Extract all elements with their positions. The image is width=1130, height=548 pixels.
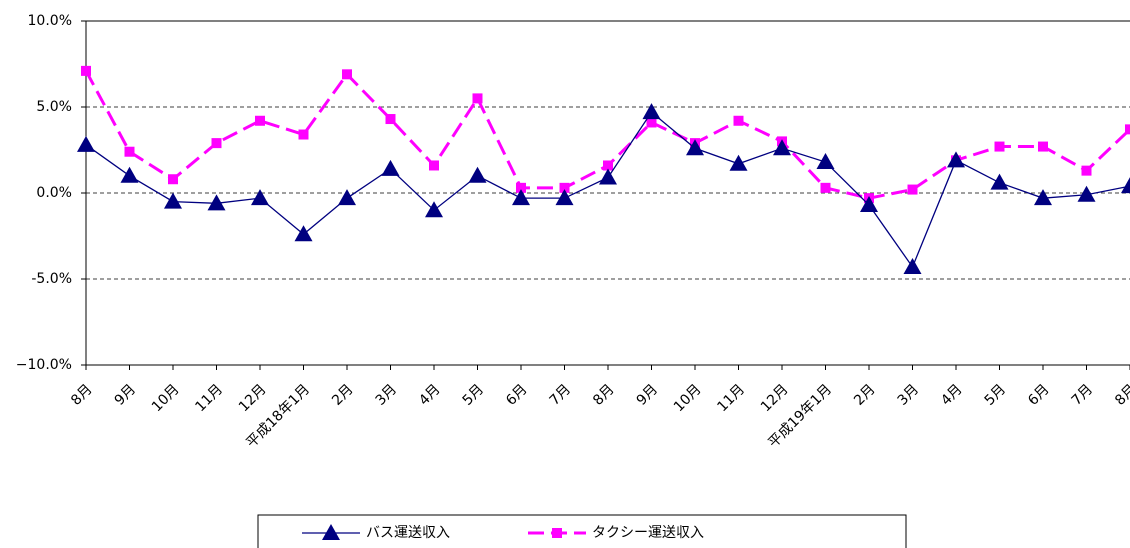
x-tick-label: 3月: [895, 381, 923, 409]
y-tick-label: -5.0%: [31, 271, 72, 287]
square-marker: [298, 129, 309, 140]
x-tick-label: 12月: [758, 381, 792, 415]
x-tick-label: 2月: [329, 381, 357, 409]
triangle-marker: [294, 225, 313, 242]
square-marker: [124, 146, 135, 157]
square-marker: [1125, 124, 1130, 135]
triangle-marker: [773, 139, 791, 156]
triangle-marker: [251, 189, 269, 206]
square-marker: [385, 114, 396, 125]
triangle-marker: [381, 159, 400, 176]
square-marker: [211, 138, 222, 149]
x-tick-label: 6月: [503, 381, 531, 409]
y-tick-label: 5.0%: [36, 99, 72, 115]
triangle-marker: [686, 139, 704, 156]
x-tick-label: 7月: [547, 381, 575, 409]
x-tick-label: 3月: [373, 381, 401, 409]
triangle-marker: [1034, 189, 1052, 206]
square-marker: [1081, 165, 1092, 176]
triangle-marker: [338, 189, 356, 206]
x-tick-label: 11月: [192, 381, 226, 415]
square-marker: [255, 115, 265, 126]
triangle-marker: [947, 151, 965, 168]
triangle-marker: [729, 154, 748, 171]
x-tick-label: 2月: [851, 381, 879, 409]
legend: バス運送収入 タクシー運送収入: [257, 514, 907, 548]
triangle-marker: [425, 201, 443, 218]
legend-label: バス運送収入: [366, 525, 450, 541]
x-tick-label: 5月: [982, 381, 1010, 409]
triangle-marker: [512, 189, 530, 206]
triangle-marker: [120, 166, 139, 183]
x-tick-label: 9月: [112, 381, 140, 409]
triangle-marker: [164, 192, 182, 209]
series-line: [85, 111, 1130, 269]
triangle-marker: [468, 166, 487, 183]
triangle-marker: [555, 189, 574, 206]
x-tick-label: 7月: [1069, 381, 1097, 409]
square-marker: [472, 93, 483, 104]
triangle-marker: [207, 194, 226, 211]
triangle-marker: [1077, 185, 1096, 202]
legend-marker: [322, 524, 340, 540]
square-marker: [168, 174, 178, 185]
y-tick-label: 10.0%: [28, 13, 72, 29]
triangle-marker: [860, 196, 878, 213]
x-tick-label: 9月: [634, 381, 662, 409]
x-tick-label: 8月: [1112, 381, 1130, 409]
square-marker: [603, 160, 613, 171]
square-marker: [994, 141, 1005, 152]
x-tick-label: 11月: [714, 381, 748, 415]
square-marker: [342, 69, 352, 80]
square-marker: [429, 160, 439, 171]
triangle-marker: [642, 103, 661, 120]
legend-label: タクシー運送収入: [592, 525, 704, 541]
x-tick-label: 6月: [1025, 381, 1053, 409]
square-marker: [81, 65, 91, 76]
x-tick-label: 8月: [68, 381, 96, 409]
x-tick-label: 10月: [671, 381, 705, 415]
square-marker: [646, 117, 657, 128]
square-marker: [733, 115, 744, 126]
series: [77, 103, 1130, 274]
x-tick-label: 10月: [149, 381, 183, 415]
triangle-marker: [903, 257, 922, 274]
triangle-marker: [816, 153, 835, 170]
y-tick-label: −10.0%: [16, 357, 72, 373]
legend-marker: [552, 528, 562, 538]
x-tick-label: 8月: [590, 381, 618, 409]
x-tick-label: 12月: [236, 381, 270, 415]
y-tick-label: 0.0%: [36, 185, 72, 201]
triangle-marker: [990, 173, 1009, 190]
square-marker: [907, 184, 918, 195]
square-marker: [1038, 141, 1048, 152]
x-tick-label: 4月: [938, 381, 966, 409]
triangle-marker: [599, 168, 617, 185]
triangle-marker: [77, 135, 95, 152]
square-marker: [516, 182, 526, 193]
x-tick-label: 5月: [460, 381, 488, 409]
triangle-marker: [1121, 177, 1130, 194]
square-marker: [559, 182, 570, 193]
square-marker: [820, 182, 831, 193]
x-tick-label: 4月: [416, 381, 444, 409]
